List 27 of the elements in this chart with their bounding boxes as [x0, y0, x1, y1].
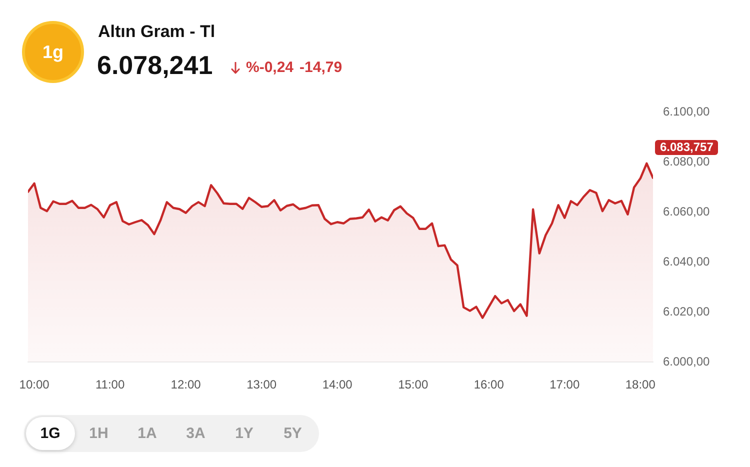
tab-button[interactable]: 3A	[172, 417, 220, 450]
y-tick-label: 6.040,00	[663, 254, 710, 268]
tab-button[interactable]: 1Y	[220, 417, 268, 450]
tab-button[interactable]: 1A	[123, 417, 172, 450]
text: 6.083,757	[655, 140, 718, 155]
y-tick-label: 6.000,00	[663, 354, 710, 368]
tab-button[interactable]: 5Y	[268, 417, 317, 450]
x-tick-label: 10:00	[19, 378, 50, 392]
tab-button[interactable]: 1H	[74, 417, 123, 450]
tab-button[interactable]: 1G	[26, 417, 74, 450]
x-tick-label: 14:00	[322, 378, 353, 392]
text: %-0,24	[246, 59, 294, 76]
y-tick-label: 6.080,00	[663, 154, 710, 168]
text: -14,79	[300, 59, 342, 76]
x-tick-label: 12:00	[170, 378, 202, 392]
chart-title: Altın Gram - Tl	[98, 22, 216, 42]
y-tick-label: 6.020,00	[663, 304, 710, 318]
x-tick-label: 16:00	[474, 378, 504, 392]
y-tick-label: 6.100,00	[663, 104, 710, 119]
x-tick-label: 17:00	[550, 378, 580, 392]
x-tick-label: 18:00	[625, 378, 656, 392]
coin-icon: 1g	[22, 21, 84, 83]
x-tick-label: 15:00	[398, 378, 428, 392]
chart-subtitle: 6.078,241	[97, 50, 213, 81]
x-tick-label: 11:00	[96, 378, 125, 392]
x-tick-label: 13:00	[246, 378, 277, 392]
y-tick-label: 6.060,00	[663, 204, 710, 218]
